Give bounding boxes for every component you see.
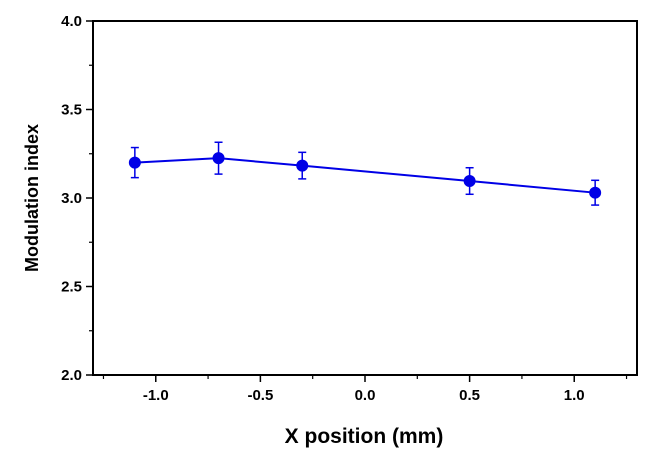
y-tick-label: 2.0 xyxy=(61,367,82,384)
x-axis: -1.0 -0.5 0.0 0.5 1.0 xyxy=(102,375,628,404)
data-point xyxy=(589,186,602,199)
x-tick-label: -1.0 xyxy=(143,387,169,404)
y-tick-label: 4.0 xyxy=(61,13,82,30)
series-line xyxy=(134,157,596,194)
series-layer xyxy=(128,141,602,206)
x-tick-label: 1.0 xyxy=(564,387,585,404)
plot-frame xyxy=(92,20,638,376)
x-axis-title: X position (mm) xyxy=(285,425,444,448)
data-point xyxy=(128,156,141,169)
y-tick-label: 3.5 xyxy=(61,102,82,119)
y-tick-label: 3.0 xyxy=(61,190,82,207)
data-point xyxy=(212,152,225,165)
y-tick-label: 2.5 xyxy=(61,279,82,296)
y-axis-title: Modulation index xyxy=(22,124,42,272)
x-tick-label: -0.5 xyxy=(247,387,273,404)
x-tick-label: 0.5 xyxy=(459,387,480,404)
x-tick-label: 0.0 xyxy=(355,387,376,404)
data-point xyxy=(463,175,476,188)
y-axis: 2.0 2.5 3.0 3.5 4.0 xyxy=(61,13,93,384)
data-point xyxy=(296,159,309,172)
plot-border xyxy=(92,20,638,376)
